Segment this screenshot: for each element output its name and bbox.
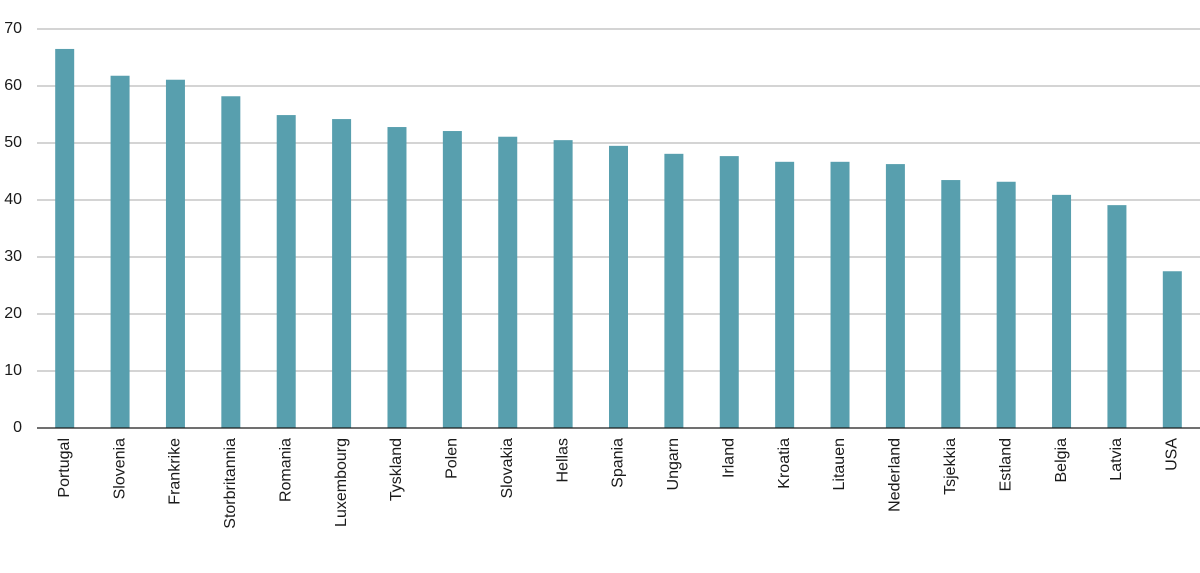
bar [609,145,628,428]
bar [221,96,241,428]
bar [996,181,1016,428]
bar [276,115,296,428]
bar [55,48,75,428]
bar [1052,194,1072,428]
x-tick-label: Tyskland [388,438,405,501]
bar [719,156,739,429]
bar [110,75,130,429]
x-tick-label: Irland [720,438,737,478]
x-tick-label: Estland [997,438,1014,491]
x-tick-label: Latvia [1108,438,1125,481]
x-tick-label: Slovenia [111,438,128,499]
y-tick-label: 30 [4,248,22,265]
x-tick-label: Litauen [831,438,848,491]
x-tick-label: Polen [444,438,461,479]
x-tick-label: USA [1164,438,1181,471]
x-tick-label: Luxembourg [333,438,350,527]
y-tick-label: 60 [4,77,22,94]
bar [1162,271,1182,428]
bar [664,153,684,428]
bar [553,140,573,428]
y-tick-label: 40 [4,191,22,208]
x-tick-label: Nederland [887,438,904,512]
x-tick-label: Hellas [554,438,571,482]
y-tick-label: 0 [13,419,22,436]
x-tick-label: Portugal [56,438,73,498]
y-tick-label: 50 [4,134,22,151]
bar [885,164,905,428]
x-tick-label: Spania [610,438,627,488]
bar [941,180,961,428]
bar [332,119,352,428]
x-tick-label: Storbritannia [222,438,239,529]
y-tick-label: 20 [4,305,22,322]
y-tick-label: 10 [4,362,22,379]
x-tick-label: Kroatia [776,438,793,489]
bar [387,127,407,428]
bar [775,161,795,428]
bar [1107,205,1127,428]
x-tick-label: Tsjekkia [942,438,959,495]
bar [830,161,850,428]
x-tick-label: Slovakia [499,438,516,499]
bar [165,79,185,428]
bar [498,136,518,429]
bar [442,131,462,428]
y-tick-label: 70 [4,20,22,37]
x-tick-label: Frankrike [167,438,184,505]
x-tick-label: Romania [277,438,294,502]
x-tick-label: Ungarn [665,438,682,490]
x-tick-label: Belgia [1053,438,1070,483]
